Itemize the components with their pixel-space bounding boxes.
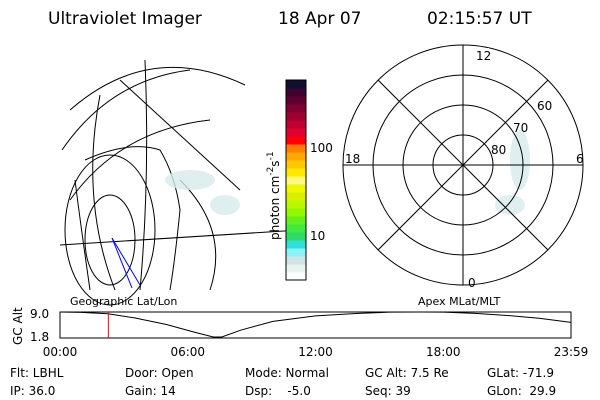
svg-text:photon cm-2s-1: photon cm-2s-1 [266, 151, 282, 240]
ytick-1.8: 1.8 [30, 330, 49, 344]
xtick-label: 06:00 [170, 345, 205, 359]
colorbar-swatch [286, 80, 306, 89]
colorbar-swatch [286, 248, 306, 257]
colorbar-swatch [286, 120, 306, 129]
colorbar-swatch [286, 128, 306, 137]
footer-field: Door: Open [125, 366, 194, 380]
colorbar-swatch [286, 168, 306, 177]
colorbar-frame [285, 79, 307, 281]
footer-field: GLon: 29.9 [487, 384, 556, 398]
colorbar-swatch [286, 112, 306, 121]
xtick-label: 18:00 [426, 345, 461, 359]
altitude-line [59, 311, 572, 338]
colorbar-swatch [286, 136, 306, 145]
footer-field: Mode: Normal [245, 366, 329, 380]
colorbar-swatch [286, 200, 306, 209]
colorbar-label: photon cm-2s-1 [266, 151, 282, 240]
colorbar-swatch [286, 216, 306, 225]
time: 02:15:57 UT [427, 9, 532, 29]
date: 18 Apr 07 [278, 9, 361, 29]
colorbar-swatch [286, 176, 306, 185]
mlt-label-6: 6 [576, 152, 584, 166]
colorbar-swatch [286, 152, 306, 161]
aurora-glow [165, 130, 530, 215]
geographic-label: Geographic Lat/Lon [70, 295, 177, 308]
colorbar-swatch [286, 224, 306, 233]
mlt-label-12: 12 [476, 49, 491, 63]
xtick-label: 23:59 [554, 345, 589, 359]
footer-field: GLat: -71.9 [487, 366, 554, 380]
footer-field: GC Alt: 7.5 Re [365, 366, 449, 380]
colorbar-swatch [286, 264, 306, 273]
footer-field: Gain: 14 [125, 384, 176, 398]
lat-label-80: 80 [491, 143, 506, 157]
mlt-label-18: 18 [345, 152, 360, 166]
colorbar-swatch [286, 272, 306, 281]
polar-grid [342, 44, 584, 286]
colorbar-swatch [286, 160, 306, 169]
ytick-9: 9.0 [30, 307, 49, 321]
colorbar-tick-10: 10 [310, 229, 325, 243]
footer-field: Flt: LBHL [10, 366, 64, 380]
apex-label: Apex MLat/MLT [418, 295, 501, 308]
colorbar-swatch [286, 184, 306, 193]
footer-info: Flt: LBHL Door: Open Mode: Normal GC Alt: 7… [10, 366, 556, 398]
colorbar-swatch [286, 232, 306, 241]
colorbar-swatch [286, 208, 306, 217]
altitude-ylabel: GC Alt [11, 307, 25, 345]
xtick-label: 12:00 [298, 345, 333, 359]
colorbar-swatch [286, 256, 306, 265]
altitude-chart-frame [59, 311, 572, 339]
colorbar-swatch [286, 240, 306, 249]
colorbar-swatch [286, 104, 306, 113]
mlt-label-0: 0 [468, 276, 476, 290]
footer-field: Dsp: -5.0 [245, 384, 311, 398]
colorbar-swatch [286, 192, 306, 201]
lat-label-60: 60 [537, 99, 552, 113]
xtick-label: 00:00 [43, 345, 78, 359]
colorbar-swatch [286, 144, 306, 153]
lat-label-70: 70 [513, 121, 528, 135]
colorbar-swatch [286, 88, 306, 97]
colorbar-tick-100: 100 [310, 141, 333, 155]
colorbar-swatch [286, 96, 306, 105]
footer-field: IP: 36.0 [10, 384, 55, 398]
instrument-title: Ultraviolet Imager [48, 9, 202, 29]
colorbar [286, 80, 306, 281]
footer-field: Seq: 39 [365, 384, 411, 398]
